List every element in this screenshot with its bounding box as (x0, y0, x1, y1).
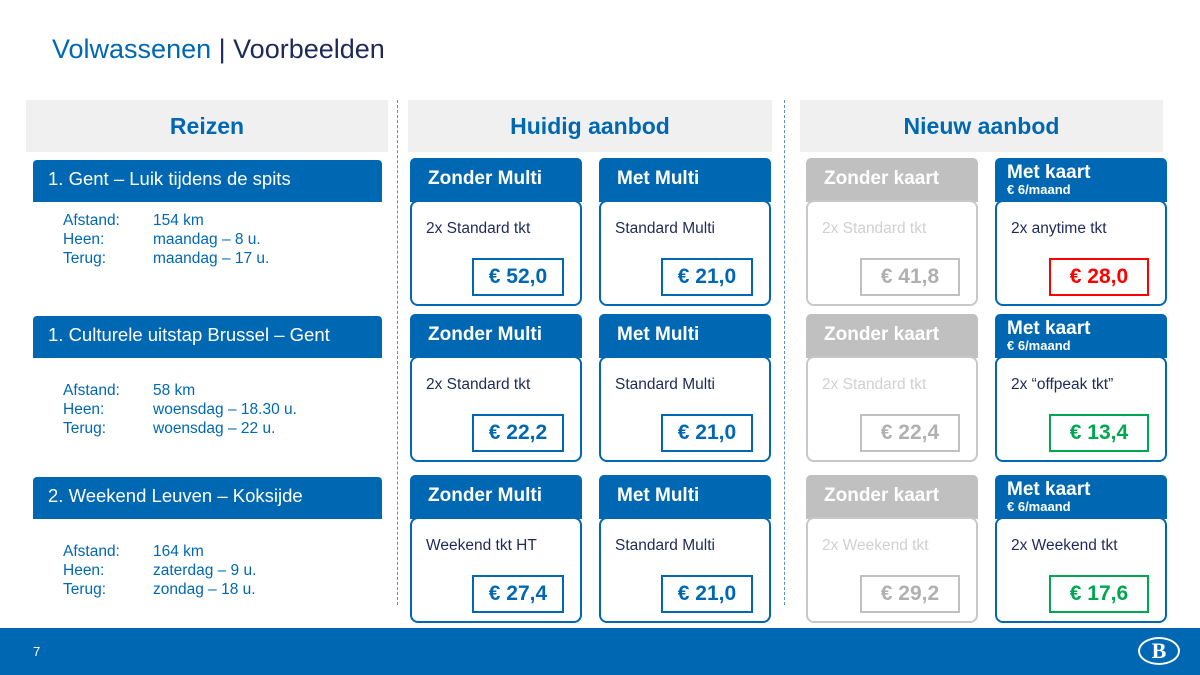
price-box: € 21,0 (661, 414, 753, 452)
trip-title: 1. Gent – Luik tijdens de spits (33, 160, 382, 202)
ticket-description: Standard Multi (615, 537, 715, 554)
offer-title: Met Multi (617, 324, 700, 345)
offer-tab: Met kaart € 6/maand (995, 314, 1167, 358)
ticket-description: 2x “offpeak tkt” (1011, 376, 1114, 393)
label-terug: Terug: (63, 581, 107, 598)
offer-card: 2x Standard tkt € 22,2 (410, 356, 582, 462)
ticket-description: Standard Multi (615, 220, 715, 237)
price-box: € 29,2 (860, 575, 960, 613)
ticket-description: 2x Standard tkt (822, 220, 927, 237)
trip-title: 2. Weekend Leuven – Koksijde (33, 477, 382, 519)
offer-subtitle: € 6/maand (1007, 338, 1071, 353)
price-box: € 41,8 (860, 258, 960, 296)
column-header-huidig-aanbod: Huidig aanbod (408, 100, 772, 152)
title-main: Volwassenen (52, 34, 212, 64)
offer-tab: Zonder kaart (806, 158, 978, 202)
offer-title: Zonder kaart (824, 324, 940, 345)
ticket-description: Weekend tkt HT (426, 537, 537, 554)
title-sub: Voorbeelden (233, 34, 385, 64)
ticket-description: Standard Multi (615, 376, 715, 393)
offer-title: Zonder Multi (428, 485, 542, 506)
offer-tab: Met Multi (599, 475, 771, 519)
label-afstand: Afstand: (63, 212, 120, 229)
offer-card: Standard Multi € 21,0 (599, 356, 771, 462)
page-number: 7 (33, 644, 41, 659)
offer-title: Met kaart (1007, 162, 1091, 183)
ticket-description: 2x Standard tkt (426, 376, 531, 393)
offer-card: Standard Multi € 21,0 (599, 517, 771, 623)
offer-title: Met kaart (1007, 479, 1091, 500)
divider (397, 100, 398, 605)
offer-card: 2x anytime tkt € 28,0 (995, 200, 1167, 306)
offer-card: Standard Multi € 21,0 (599, 200, 771, 306)
column-header-reizen: Reizen (26, 100, 388, 152)
offer-title: Zonder kaart (824, 485, 940, 506)
offer-subtitle: € 6/maand (1007, 182, 1071, 197)
value-afstand: 58 km (153, 382, 196, 399)
label-afstand: Afstand: (63, 382, 120, 399)
offer-card: Weekend tkt HT € 27,4 (410, 517, 582, 623)
label-heen: Heen: (63, 401, 105, 418)
price-box: € 21,0 (661, 575, 753, 613)
ticket-description: 2x anytime tkt (1011, 220, 1107, 237)
offer-card: 2x Weekend tkt € 17,6 (995, 517, 1167, 623)
value-heen: woensdag – 18.30 u. (153, 401, 297, 418)
value-heen: maandag – 8 u. (153, 231, 261, 248)
value-afstand: 154 km (153, 212, 204, 229)
ticket-description: 2x Standard tkt (426, 220, 531, 237)
trip-details: Afstand: 154 km Heen: maandag – 8 u. Terug: m… (63, 211, 363, 271)
page-title: Volwassenen | Voorbeelden (52, 34, 385, 65)
value-heen: zaterdag – 9 u. (153, 562, 257, 579)
offer-tab: Met Multi (599, 158, 771, 202)
offer-title: Zonder kaart (824, 168, 940, 189)
ticket-description: 2x Standard tkt (822, 376, 927, 393)
offer-card: 2x “offpeak tkt” € 13,4 (995, 356, 1167, 462)
trip-details: Afstand: 164 km Heen: zaterdag – 9 u. Terug:… (63, 542, 363, 602)
offer-title: Zonder Multi (428, 168, 542, 189)
price-box: € 52,0 (472, 258, 564, 296)
offer-title: Zonder Multi (428, 324, 542, 345)
title-separator: | (211, 34, 234, 64)
price-box: € 22,2 (472, 414, 564, 452)
offer-tab: Met kaart € 6/maand (995, 475, 1167, 519)
label-terug: Terug: (63, 250, 107, 267)
offer-tab: Met Multi (599, 314, 771, 358)
value-afstand: 164 km (153, 543, 204, 560)
price-box: € 27,4 (472, 575, 564, 613)
offer-card: 2x Standard tkt € 41,8 (806, 200, 978, 306)
price-box: € 13,4 (1049, 414, 1149, 452)
offer-card: 2x Standard tkt € 52,0 (410, 200, 582, 306)
offer-card: 2x Standard tkt € 22,4 (806, 356, 978, 462)
label-heen: Heen: (63, 231, 105, 248)
offer-title: Met kaart (1007, 318, 1091, 339)
ticket-description: 2x Weekend tkt (1011, 537, 1118, 554)
trip-details: Afstand: 58 km Heen: woensdag – 18.30 u. Ter… (63, 381, 363, 441)
offer-tab: Zonder Multi (410, 158, 582, 202)
offer-tab: Zonder kaart (806, 314, 978, 358)
value-terug: zondag – 18 u. (153, 581, 256, 598)
value-terug: maandag – 17 u. (153, 250, 270, 267)
price-box: € 22,4 (860, 414, 960, 452)
offer-card: 2x Weekend tkt € 29,2 (806, 517, 978, 623)
label-afstand: Afstand: (63, 543, 120, 560)
value-terug: woensdag – 22 u. (153, 420, 276, 437)
divider (784, 100, 785, 605)
price-box: € 28,0 (1049, 258, 1149, 296)
offer-title: Met Multi (617, 485, 700, 506)
label-terug: Terug: (63, 420, 107, 437)
trip-title: 1. Culturele uitstap Brussel – Gent (33, 316, 382, 358)
label-heen: Heen: (63, 562, 105, 579)
offer-tab: Zonder kaart (806, 475, 978, 519)
nmbs-logo: B (1138, 637, 1180, 665)
price-box: € 17,6 (1049, 575, 1149, 613)
ticket-description: 2x Weekend tkt (822, 537, 929, 554)
offer-title: Met Multi (617, 168, 700, 189)
offer-tab: Met kaart € 6/maand (995, 158, 1167, 202)
column-header-nieuw-aanbod: Nieuw aanbod (800, 100, 1163, 152)
footer: 7 B (0, 628, 1200, 675)
price-box: € 21,0 (661, 258, 753, 296)
offer-tab: Zonder Multi (410, 314, 582, 358)
offer-tab: Zonder Multi (410, 475, 582, 519)
offer-subtitle: € 6/maand (1007, 499, 1071, 514)
